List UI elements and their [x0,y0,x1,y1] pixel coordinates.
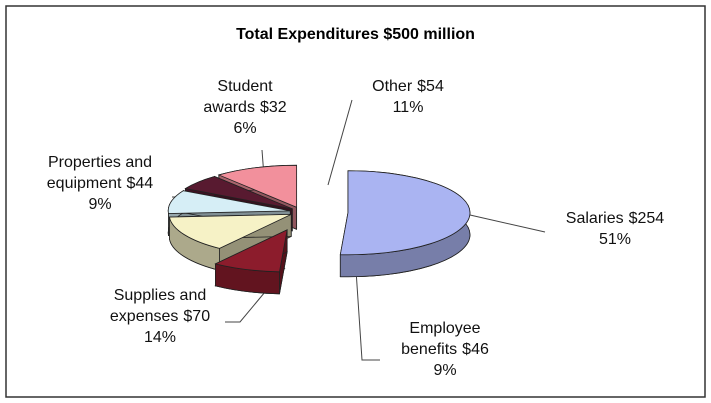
slice-label: Student awards $32 6% [195,76,295,139]
slice [339,170,471,278]
amount-label: $254 [628,210,665,227]
slice-label: Properties and equipment $44 9% [25,152,175,215]
slice-top [184,176,293,210]
leader [469,214,546,233]
percent-label: 6% [233,120,257,137]
slice-top [217,164,298,208]
amount-label: $32 [259,99,287,116]
frame [5,5,706,398]
slice-top [167,190,291,214]
leader [355,269,380,361]
amount-label: $70 [183,308,211,325]
chart-title: Total Expenditures $500 million [236,26,475,43]
slice-top [214,229,288,273]
slice-top [168,214,292,249]
leader [327,99,353,186]
percent-label: 9% [88,196,112,213]
percent-label: 51% [598,231,632,248]
percent-label: 11% [392,99,424,116]
slice-top [339,170,471,256]
category-label: Supplies and expenses [109,287,207,325]
amount-label: $54 [417,78,444,95]
category-label: Salaries [565,210,624,227]
percent-label: 9% [433,362,457,379]
category-label: Student awards [203,78,273,116]
slice-label: Salaries $254 51% [535,208,695,250]
percent-label: 14% [143,329,177,346]
amount-label: $46 [462,341,489,358]
slice-label: Employee benefits $46 9% [385,318,505,381]
slice-label: Other $54 11% [353,76,463,118]
slice [214,229,288,295]
category-label: Properties and equipment [46,154,153,192]
amount-label: $44 [126,175,154,192]
category-label: Employee benefits [401,320,481,358]
category-label: Other [372,78,413,95]
slice-label: Supplies and expenses $70 14% [90,285,230,348]
